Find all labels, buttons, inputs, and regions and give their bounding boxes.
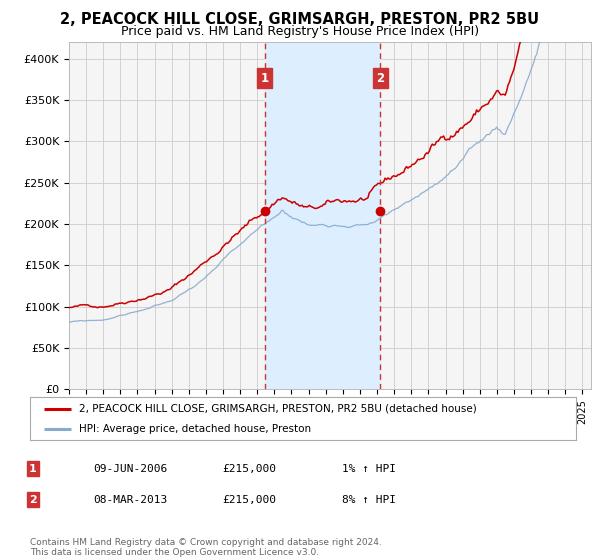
Text: 1: 1 [261, 72, 269, 85]
Text: 08-MAR-2013: 08-MAR-2013 [93, 494, 167, 505]
Text: 1% ↑ HPI: 1% ↑ HPI [342, 464, 396, 474]
Text: 2, PEACOCK HILL CLOSE, GRIMSARGH, PRESTON, PR2 5BU: 2, PEACOCK HILL CLOSE, GRIMSARGH, PRESTO… [61, 12, 539, 27]
Text: 2: 2 [29, 494, 37, 505]
Bar [265, 42, 380, 389]
Text: 09-JUN-2006: 09-JUN-2006 [93, 464, 167, 474]
Text: £215,000: £215,000 [222, 464, 276, 474]
Text: HPI: Average price, detached house, Preston: HPI: Average price, detached house, Pres… [79, 423, 311, 433]
Text: 2, PEACOCK HILL CLOSE, GRIMSARGH, PRESTON, PR2 5BU (detached house): 2, PEACOCK HILL CLOSE, GRIMSARGH, PRESTO… [79, 404, 477, 414]
Text: Price paid vs. HM Land Registry's House Price Index (HPI): Price paid vs. HM Land Registry's House … [121, 25, 479, 38]
Text: 8% ↑ HPI: 8% ↑ HPI [342, 494, 396, 505]
Text: 2: 2 [376, 72, 384, 85]
Text: 1: 1 [29, 464, 37, 474]
Text: £215,000: £215,000 [222, 494, 276, 505]
Text: Contains HM Land Registry data © Crown copyright and database right 2024.
This d: Contains HM Land Registry data © Crown c… [30, 538, 382, 557]
